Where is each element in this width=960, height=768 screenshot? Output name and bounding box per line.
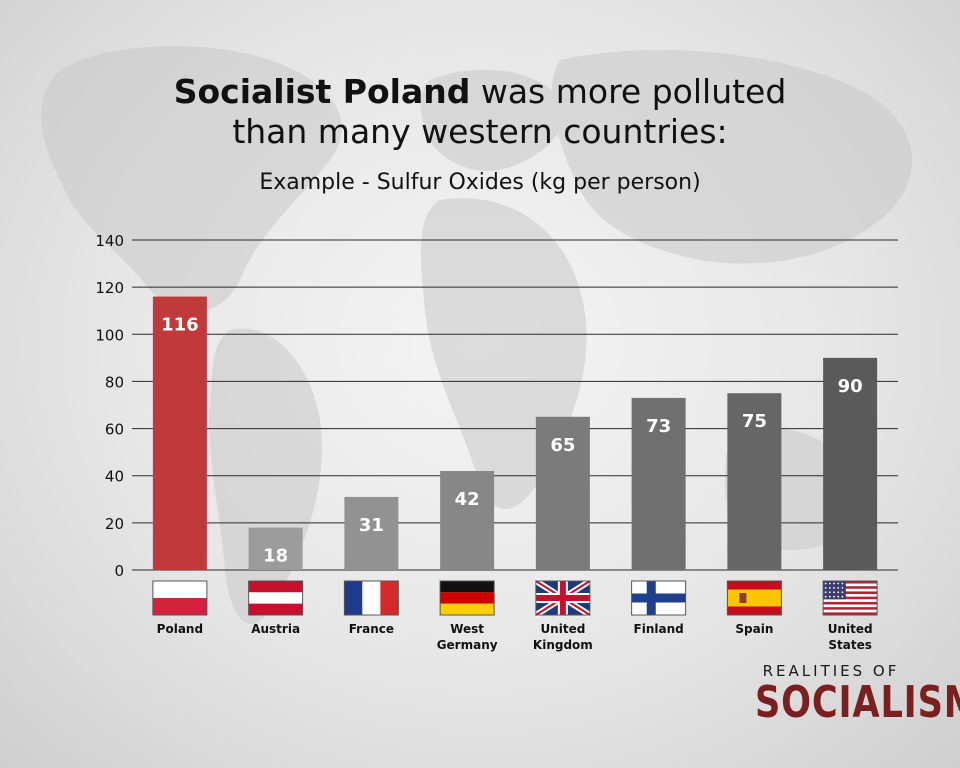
data-label: 90 — [838, 376, 863, 397]
austria-flag — [248, 580, 304, 616]
bar — [248, 527, 303, 570]
data-label: 75 — [742, 411, 767, 432]
title-line-2: than many western countries: — [232, 112, 728, 151]
x-tick-label: United — [828, 622, 873, 636]
x-tick-label: Spain — [735, 622, 773, 636]
x-tick-label: Poland — [157, 622, 203, 636]
data-label: 73 — [646, 416, 671, 437]
y-tick-label: 140 — [95, 232, 124, 250]
logo-top-text: REALITIES OF — [762, 662, 900, 680]
bar — [631, 397, 686, 570]
data-label: 31 — [359, 515, 384, 536]
realities-of-socialism-logo: REALITIES OF SOCIALISM — [736, 662, 960, 728]
finland-flag — [631, 580, 687, 616]
y-tick-label: 60 — [105, 421, 124, 439]
title-line-1: Socialist Poland was more polluted — [0, 72, 960, 112]
bar — [535, 416, 590, 570]
y-tick-label: 40 — [105, 468, 124, 486]
x-tick-label: Finland — [634, 622, 684, 636]
chart-title: Socialist Poland was more polluted than … — [0, 72, 960, 152]
bar — [823, 357, 878, 570]
x-tick-label: United — [540, 622, 585, 636]
data-label: 18 — [263, 546, 288, 567]
y-tick-label: 100 — [95, 326, 124, 344]
bar — [344, 496, 399, 570]
x-tick-label: States — [828, 638, 872, 652]
bar — [152, 296, 207, 570]
france-flag — [343, 580, 399, 616]
bar — [440, 471, 495, 570]
y-tick-label: 120 — [95, 279, 124, 297]
united-states-flag — [822, 580, 878, 616]
x-tick-label: Austria — [251, 622, 300, 636]
west-germany-flag — [439, 580, 495, 616]
chart-subtitle: Example - Sulfur Oxides (kg per person) — [259, 170, 701, 195]
data-label: 42 — [455, 489, 480, 510]
title-bold: Socialist Poland — [173, 72, 471, 111]
data-label: 65 — [550, 435, 575, 456]
x-tick-label: Kingdom — [533, 638, 593, 652]
logo-main-text: SOCIALISM — [755, 677, 960, 728]
y-tick-label: 20 — [105, 515, 124, 533]
bar — [727, 393, 782, 570]
x-tick-label: West — [450, 622, 484, 636]
united-kingdom-flag — [534, 578, 592, 618]
title-line-1-rest: was more polluted — [470, 72, 787, 111]
y-tick-label: 80 — [105, 373, 124, 391]
y-tick-label: 0 — [114, 562, 124, 580]
x-tick-label: France — [349, 622, 394, 636]
poland-flag — [152, 580, 208, 616]
x-tick-label: Germany — [437, 638, 498, 652]
data-label: 116 — [161, 315, 199, 336]
spain-flag — [726, 580, 782, 616]
